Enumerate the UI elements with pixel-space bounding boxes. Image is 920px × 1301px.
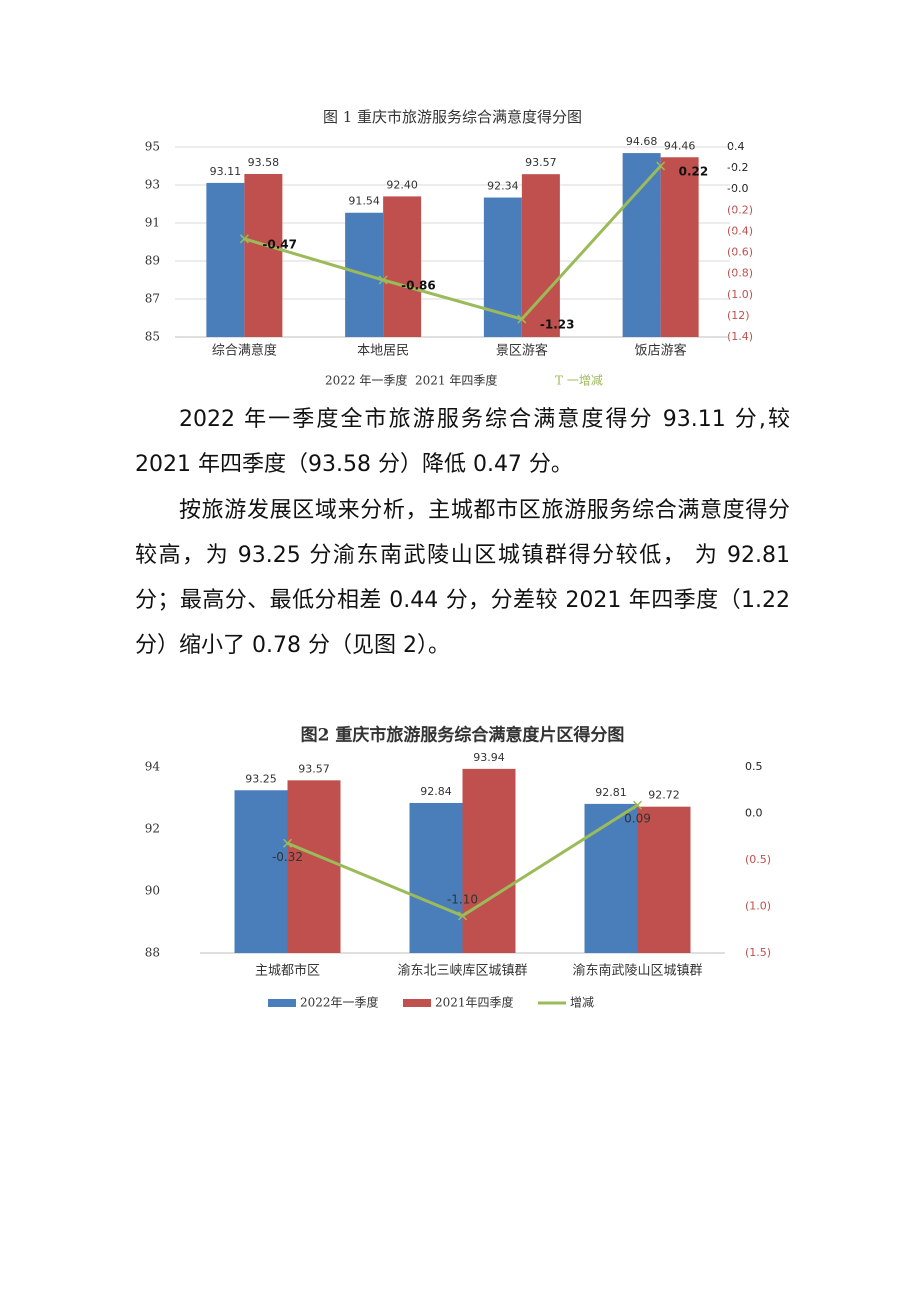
line-marker <box>632 800 643 810</box>
y-tick-label: 93 <box>145 178 160 192</box>
data-label: 93.57 <box>298 762 330 775</box>
line-marker <box>457 911 468 921</box>
y2-tick-label: (0.4) <box>727 224 753 237</box>
data-label: 93.94 <box>473 751 505 764</box>
data-label: -0.86 <box>401 279 436 293</box>
bar <box>660 157 699 337</box>
legend-label: 2021 年四季度 <box>415 373 497 388</box>
data-label: 92.72 <box>648 789 680 802</box>
y2-tick-label: 0.0 <box>745 807 763 820</box>
x-tick-label: 景区游客 <box>496 343 548 359</box>
y-tick-label: 90 <box>145 884 160 898</box>
y2-tick-label: -0.2 <box>727 161 748 174</box>
y2-tick-label: 0.4 <box>727 140 745 153</box>
y2-tick-label: (1.5) <box>745 946 771 959</box>
bar <box>462 768 516 953</box>
bar <box>244 173 283 337</box>
x-tick-label: 主城都市区 <box>255 963 320 979</box>
line-marker <box>282 838 293 848</box>
data-label: 93.11 <box>210 165 242 178</box>
y-tick-label: 91 <box>145 216 160 230</box>
bar <box>383 196 422 337</box>
y2-tick-label: (0.8) <box>727 267 753 280</box>
chart-title: 图2 重庆市旅游服务综合满意度片区得分图 <box>301 725 625 746</box>
y2-tick-label: (0.2) <box>727 203 753 216</box>
y2-tick-label: (1.4) <box>727 330 753 343</box>
line-marker <box>378 275 388 285</box>
legend-label: 2022年一季度 <box>300 995 379 1010</box>
legend-label: 2022 年一季度 <box>325 373 407 388</box>
line-marker <box>239 234 249 244</box>
x-tick-label: 本地居民 <box>357 344 409 359</box>
bar <box>234 790 288 953</box>
y2-tick-label: (1.0) <box>745 900 771 913</box>
data-label: -0.32 <box>272 850 303 864</box>
data-label: 94.68 <box>626 135 658 148</box>
data-label: 94.46 <box>664 139 696 152</box>
data-label: 92.40 <box>386 178 418 191</box>
bar <box>584 803 638 953</box>
data-label: 93.25 <box>245 772 277 785</box>
data-label: 93.57 <box>525 156 557 169</box>
y-tick-label: 95 <box>145 140 160 154</box>
data-label: -1.10 <box>447 892 478 906</box>
paragraph: 按旅游发展区域来分析，主城都市区旅游服务综合满意度得分较高，为 93.25 分渝… <box>135 498 790 658</box>
y-tick-label: 85 <box>145 330 160 344</box>
y2-tick-label: (0.6) <box>727 246 753 259</box>
y-tick-label: 87 <box>145 292 160 306</box>
bar <box>287 780 341 953</box>
chart-title: 图 1 重庆市旅游服务综合满意度得分图 <box>323 108 582 126</box>
data-label: 0.09 <box>624 812 651 826</box>
data-label: 92.84 <box>420 785 452 798</box>
x-tick-label: 渝东北三峡库区城镇群 <box>397 963 527 979</box>
y2-tick-label: (12) <box>727 309 750 322</box>
bar <box>637 806 691 953</box>
x-tick-label: 渝东南武陵山区城镇群 <box>572 963 702 979</box>
paragraph: 2022 年一季度全市旅游服务综合满意度得分 93.11 分,较 2021 年四… <box>135 407 790 477</box>
line-marker <box>517 314 527 324</box>
y2-tick-label: -0.0 <box>727 182 748 195</box>
y-tick-label: 88 <box>145 946 160 960</box>
line <box>243 164 662 321</box>
legend-label: T 一增减 <box>555 374 603 388</box>
bar <box>622 153 661 337</box>
x-tick-label: 综合满意度 <box>212 343 277 359</box>
data-label: 93.58 <box>248 156 280 169</box>
y2-tick-label: (1.0) <box>727 288 753 301</box>
y-tick-label: 92 <box>145 822 160 836</box>
y-tick-label: 89 <box>145 254 160 268</box>
data-label: 91.54 <box>348 195 380 208</box>
y2-tick-label: (0.5) <box>745 853 771 866</box>
legend-label: 2021年四季度 <box>435 995 514 1010</box>
legend-marker <box>403 999 431 1007</box>
x-tick-label: 饭店游客 <box>635 343 687 359</box>
y2-tick-label: 0.5 <box>745 760 763 773</box>
data-label: -1.23 <box>540 318 575 332</box>
data-label: 92.34 <box>487 180 519 193</box>
line-marker <box>656 161 666 171</box>
legend-marker <box>268 999 296 1007</box>
data-label: -0.47 <box>262 237 297 251</box>
data-label: 0.22 <box>679 165 709 179</box>
y-tick-label: 94 <box>145 760 161 774</box>
legend-label: 增减 <box>570 996 594 1010</box>
bar <box>409 802 463 953</box>
bar <box>206 182 245 337</box>
data-label: 92.81 <box>595 786 627 799</box>
